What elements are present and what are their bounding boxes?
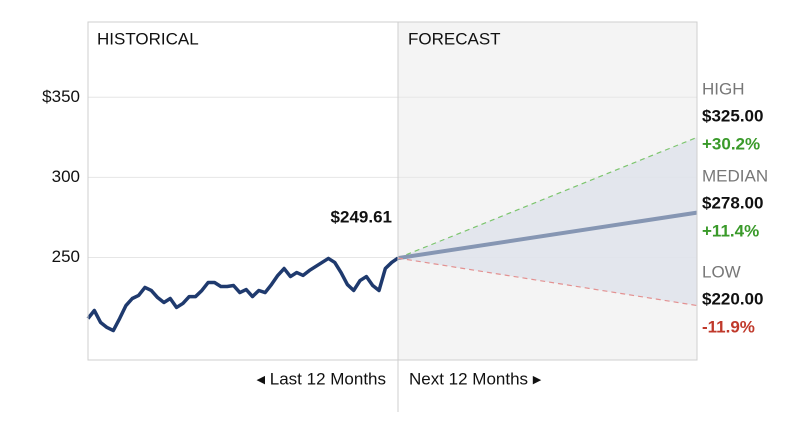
forecast-change: +30.2% [702,134,760,153]
historical-label: HISTORICAL [97,29,199,48]
price-line [86,256,399,333]
forecast-value: $278.00 [702,193,763,212]
forecast-change: +11.4% [702,221,759,240]
plot-border [87,21,698,361]
forecast-name: HIGH [702,79,745,98]
forecast-value: $220.00 [702,289,763,308]
current-price-label: $249.61 [331,208,392,227]
forecast-name: LOW [702,262,741,281]
historical-panel [88,22,398,360]
x-right-label: Next 12 Months ▸ [409,369,542,388]
forecast-value: $325.00 [702,106,763,125]
forecast-line [397,257,698,307]
forecast-line [397,210,698,261]
forecast-name: MEDIAN [702,166,768,185]
forecast-band [398,137,697,306]
x-left-label: ◂ Last 12 Months [257,369,387,388]
forecast-label: FORECAST [408,29,501,48]
y-tick-label: $350 [42,87,80,106]
forecast-change: -11.9% [702,317,755,336]
y-tick-label: 300 [52,167,80,186]
y-tick-label: 250 [52,247,80,266]
